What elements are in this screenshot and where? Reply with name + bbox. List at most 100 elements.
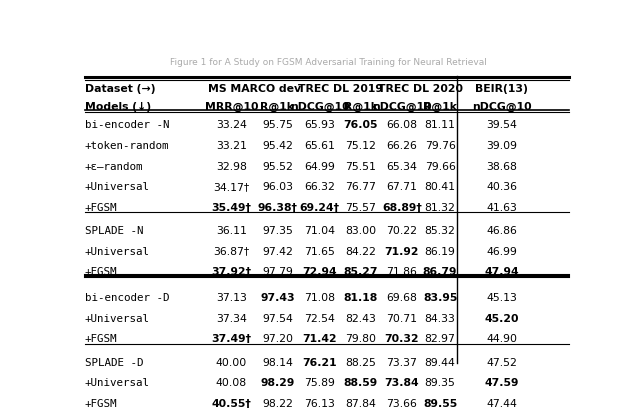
Text: R@1k: R@1k <box>260 102 294 112</box>
Text: 64.99: 64.99 <box>304 162 335 172</box>
Text: 96.38†: 96.38† <box>257 203 298 213</box>
Text: 40.00: 40.00 <box>216 357 247 367</box>
Text: 75.12: 75.12 <box>346 141 376 151</box>
Text: 45.13: 45.13 <box>486 293 517 303</box>
Text: 70.32: 70.32 <box>385 334 419 344</box>
Text: MS MARCO dev: MS MARCO dev <box>208 84 301 94</box>
Text: 96.03: 96.03 <box>262 182 293 192</box>
Text: 86.19: 86.19 <box>425 247 456 257</box>
Text: 44.90: 44.90 <box>486 334 517 344</box>
Text: 73.66: 73.66 <box>387 399 417 409</box>
Text: 32.98: 32.98 <box>216 162 246 172</box>
Text: 84.22: 84.22 <box>346 247 376 257</box>
Text: 33.24: 33.24 <box>216 120 246 130</box>
Text: 76.05: 76.05 <box>344 120 378 130</box>
Text: 36.87†: 36.87† <box>213 247 250 257</box>
Text: 39.54: 39.54 <box>486 120 517 130</box>
Text: 71.08: 71.08 <box>304 293 335 303</box>
Text: 68.89†: 68.89† <box>382 203 422 213</box>
Text: 40.55†: 40.55† <box>211 399 252 409</box>
Text: +FGSM: +FGSM <box>85 399 118 409</box>
Text: 89.35: 89.35 <box>425 378 456 388</box>
Text: TREC DL 2019: TREC DL 2019 <box>298 84 383 94</box>
Text: nDCG@10: nDCG@10 <box>372 102 432 112</box>
Text: 40.36: 40.36 <box>486 182 517 192</box>
Text: 75.57: 75.57 <box>346 203 376 213</box>
Text: 65.34: 65.34 <box>387 162 417 172</box>
Text: 97.35: 97.35 <box>262 226 293 236</box>
Text: 35.49†: 35.49† <box>211 203 252 213</box>
Text: 71.42: 71.42 <box>302 334 337 344</box>
Text: +Universal: +Universal <box>85 247 150 257</box>
Text: +ε–random: +ε–random <box>85 162 143 172</box>
Text: nDCG@10: nDCG@10 <box>290 102 349 112</box>
Text: Figure 1 for A Study on FGSM Adversarial Training for Neural Retrieval: Figure 1 for A Study on FGSM Adversarial… <box>170 58 486 67</box>
Text: 70.22: 70.22 <box>387 226 417 236</box>
Text: 98.22: 98.22 <box>262 399 293 409</box>
Text: 98.29: 98.29 <box>260 378 294 388</box>
Text: 72.54: 72.54 <box>304 314 335 324</box>
Text: 69.24†: 69.24† <box>300 203 340 213</box>
Text: 75.89: 75.89 <box>304 378 335 388</box>
Text: 97.54: 97.54 <box>262 314 293 324</box>
Text: Dataset (→): Dataset (→) <box>85 84 156 94</box>
Text: 81.18: 81.18 <box>344 293 378 303</box>
Text: 87.84: 87.84 <box>346 399 376 409</box>
Text: Models (↓): Models (↓) <box>85 102 151 112</box>
Text: 81.32: 81.32 <box>425 203 456 213</box>
Text: 85.32: 85.32 <box>425 226 456 236</box>
Text: 37.13: 37.13 <box>216 293 246 303</box>
Text: 71.92: 71.92 <box>385 247 419 257</box>
Text: 37.92†: 37.92† <box>211 267 252 277</box>
Text: R@1k: R@1k <box>344 102 378 112</box>
Text: 65.61: 65.61 <box>304 141 335 151</box>
Text: bi-encoder -N: bi-encoder -N <box>85 120 170 130</box>
Text: 97.42: 97.42 <box>262 247 293 257</box>
Text: 76.21: 76.21 <box>302 357 337 367</box>
Text: bi-encoder -D: bi-encoder -D <box>85 293 170 303</box>
Text: 89.44: 89.44 <box>425 357 456 367</box>
Text: 75.51: 75.51 <box>346 162 376 172</box>
Text: 97.43: 97.43 <box>260 293 295 303</box>
Text: 82.97: 82.97 <box>425 334 456 344</box>
Text: 71.04: 71.04 <box>304 226 335 236</box>
Text: 33.21: 33.21 <box>216 141 246 151</box>
Text: 69.68: 69.68 <box>387 293 417 303</box>
Text: 46.99: 46.99 <box>486 247 517 257</box>
Text: 72.94: 72.94 <box>302 267 337 277</box>
Text: 46.86: 46.86 <box>486 226 517 236</box>
Text: 83.95: 83.95 <box>423 293 458 303</box>
Text: 76.77: 76.77 <box>346 182 376 192</box>
Text: 89.55: 89.55 <box>423 399 457 409</box>
Text: 47.52: 47.52 <box>486 357 517 367</box>
Text: +Universal: +Universal <box>85 182 150 192</box>
Text: 95.75: 95.75 <box>262 120 293 130</box>
Text: +Universal: +Universal <box>85 378 150 388</box>
Text: +FGSM: +FGSM <box>85 334 118 344</box>
Text: 41.63: 41.63 <box>486 203 517 213</box>
Text: +Universal: +Universal <box>85 314 150 324</box>
Text: 98.14: 98.14 <box>262 357 293 367</box>
Text: 81.11: 81.11 <box>425 120 456 130</box>
Text: 47.44: 47.44 <box>486 399 517 409</box>
Text: TREC DL 2020: TREC DL 2020 <box>378 84 463 94</box>
Text: 95.52: 95.52 <box>262 162 293 172</box>
Text: 39.09: 39.09 <box>486 141 517 151</box>
Text: 67.71: 67.71 <box>387 182 417 192</box>
Text: 97.79: 97.79 <box>262 267 293 277</box>
Text: 82.43: 82.43 <box>346 314 376 324</box>
Text: +FGSM: +FGSM <box>85 267 118 277</box>
Text: 76.13: 76.13 <box>304 399 335 409</box>
Text: SPLADE -D: SPLADE -D <box>85 357 143 367</box>
Text: R@1k: R@1k <box>423 102 457 112</box>
Text: 66.32: 66.32 <box>304 182 335 192</box>
Text: 71.86: 71.86 <box>387 267 417 277</box>
Text: 79.76: 79.76 <box>425 141 456 151</box>
Text: 84.33: 84.33 <box>425 314 456 324</box>
Text: 73.84: 73.84 <box>385 378 419 388</box>
Text: 85.27: 85.27 <box>344 267 378 277</box>
Text: 65.93: 65.93 <box>304 120 335 130</box>
Text: 47.94: 47.94 <box>484 267 519 277</box>
Text: 95.42: 95.42 <box>262 141 293 151</box>
Text: MRR@10: MRR@10 <box>205 102 258 112</box>
